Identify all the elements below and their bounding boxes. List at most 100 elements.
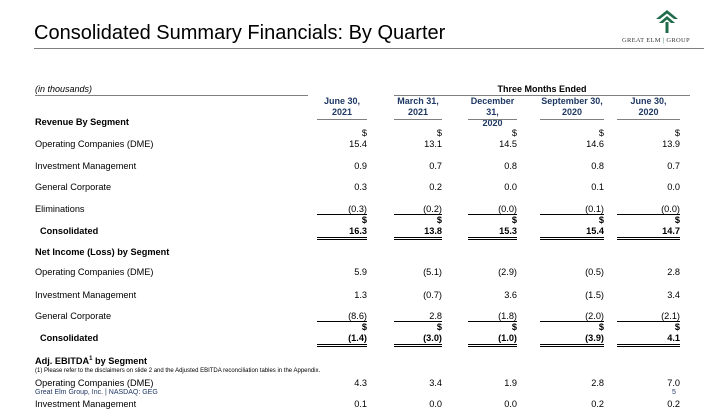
- column-header-year: 2020: [638, 107, 659, 117]
- currency-symbol: $: [511, 322, 517, 332]
- slide-title: Consolidated Summary Financials: By Quar…: [34, 22, 446, 44]
- table-cell: (5.1): [423, 267, 442, 277]
- subtotal-rule: [617, 214, 680, 215]
- company-logo: GREAT ELM | GROUP: [620, 10, 706, 44]
- logo-chevron-icon: [656, 10, 678, 33]
- table-cell: (0.1): [585, 204, 604, 214]
- table-cell: 0.3: [354, 182, 367, 192]
- currency-symbol: $: [598, 215, 604, 225]
- table-cell: 7.0: [667, 378, 680, 388]
- section-title-text: Adj. EBITDA: [35, 356, 90, 367]
- table-cell: 0.2: [591, 399, 604, 409]
- table-cell: 5.9: [354, 267, 367, 277]
- currency-symbol: $: [361, 215, 367, 225]
- table-cell: 16.3: [349, 226, 367, 236]
- table-cell: 0.8: [591, 161, 604, 171]
- section-title-text: Revenue By Segment: [35, 117, 129, 127]
- column-header-rule: [317, 119, 367, 120]
- row-label: Operating Companies (DME): [35, 139, 154, 149]
- subtotal-rule: [394, 321, 442, 322]
- footer-company: Great Elm Group, Inc. | NASDAQ: GEG: [35, 389, 158, 396]
- column-header: June 30, 2021: [317, 96, 367, 118]
- column-header-year: 2020: [482, 118, 503, 128]
- table-cell: 3.4: [429, 378, 442, 388]
- total-double-rule: [540, 344, 604, 347]
- period-rule: [394, 95, 690, 96]
- total-double-rule: [394, 237, 442, 240]
- table-cell: 15.4: [586, 226, 604, 236]
- subtotal-rule: [317, 321, 367, 322]
- column-header-period: December 31,: [470, 96, 515, 117]
- currency-symbol: $: [674, 128, 680, 138]
- table-cell: 0.0: [429, 399, 442, 409]
- column-header-period: June 30,: [630, 96, 667, 106]
- table-cell: 2.8: [667, 267, 680, 277]
- column-header-year: 2021: [331, 107, 353, 117]
- section-title-text: Net Income (Loss) by Segment: [35, 247, 170, 257]
- table-cell: 4.3: [354, 378, 367, 388]
- table-cell: 1.9: [504, 378, 517, 388]
- table-cell: 0.0: [667, 182, 680, 192]
- table-cell: (2.9): [498, 267, 517, 277]
- column-header-rule: [468, 119, 517, 120]
- row-label: Consolidated: [40, 226, 99, 236]
- table-cell: 0.7: [429, 161, 442, 171]
- footnote: (1) Please refer to the disclaimers on s…: [35, 368, 321, 374]
- units-rule: [35, 95, 308, 96]
- column-header-period: September 30,: [541, 96, 603, 106]
- column-header-period: March 31,: [397, 96, 439, 106]
- currency-symbol: $: [511, 128, 517, 138]
- table-cell: 0.1: [354, 399, 367, 409]
- total-double-rule: [617, 344, 680, 347]
- title-divider: [34, 48, 704, 49]
- table-cell: 0.2: [667, 399, 680, 409]
- table-cell: (2.0): [585, 311, 604, 321]
- column-header: March 31, 2021: [394, 96, 442, 118]
- total-double-rule: [468, 237, 517, 240]
- table-cell: 0.9: [354, 161, 367, 171]
- column-header: September 30, 2020: [540, 96, 604, 118]
- table-cell: (3.9): [585, 333, 604, 343]
- table-cell: (0.3): [348, 204, 367, 214]
- table-cell: (0.0): [498, 204, 517, 214]
- column-header-rule: [617, 119, 680, 120]
- column-header-rule: [394, 119, 442, 120]
- column-header: December 31, 2020: [468, 96, 517, 129]
- currency-symbol: $: [598, 128, 604, 138]
- total-double-rule: [394, 344, 442, 347]
- section-title: Adj. EBITDA1 by Segment: [35, 356, 147, 366]
- row-label: Eliminations: [35, 204, 85, 214]
- row-label: Operating Companies (DME): [35, 378, 154, 388]
- row-label: Investment Management: [35, 290, 137, 300]
- column-header: June 30, 2020: [617, 96, 680, 118]
- table-cell: (0.0): [661, 204, 680, 214]
- currency-symbol: $: [598, 322, 604, 332]
- logo-wordmark: GREAT ELM | GROUP: [622, 37, 690, 44]
- section-title: Net Income (Loss) by Segment: [35, 247, 169, 257]
- table-cell: 1.3: [354, 290, 367, 300]
- table-cell: 0.1: [591, 182, 604, 192]
- column-header-period: June 30,: [323, 96, 361, 106]
- table-cell: 14.6: [586, 139, 604, 149]
- table-cell: (0.5): [585, 267, 604, 277]
- table-cell: (1.0): [498, 333, 517, 343]
- column-header-rule: [540, 119, 604, 120]
- table-cell: (2.1): [661, 311, 680, 321]
- table-cell: 0.0: [504, 182, 517, 192]
- table-cell: (1.4): [348, 333, 367, 343]
- table-cell: 13.8: [424, 226, 442, 236]
- table-cell: (3.0): [423, 333, 442, 343]
- total-double-rule: [617, 237, 680, 240]
- table-cell: 13.1: [424, 139, 442, 149]
- table-cell: 15.3: [499, 226, 517, 236]
- subtotal-rule: [540, 321, 604, 322]
- currency-symbol: $: [436, 215, 442, 225]
- row-label: Investment Management: [35, 161, 137, 171]
- row-label: Consolidated: [40, 333, 99, 343]
- footnote-marker: 1: [89, 356, 93, 362]
- currency-symbol: $: [436, 128, 442, 138]
- row-label: General Corporate: [35, 311, 112, 321]
- total-double-rule: [468, 344, 517, 347]
- column-header-year: 2020: [561, 107, 583, 117]
- units-label: (in thousands): [35, 84, 93, 94]
